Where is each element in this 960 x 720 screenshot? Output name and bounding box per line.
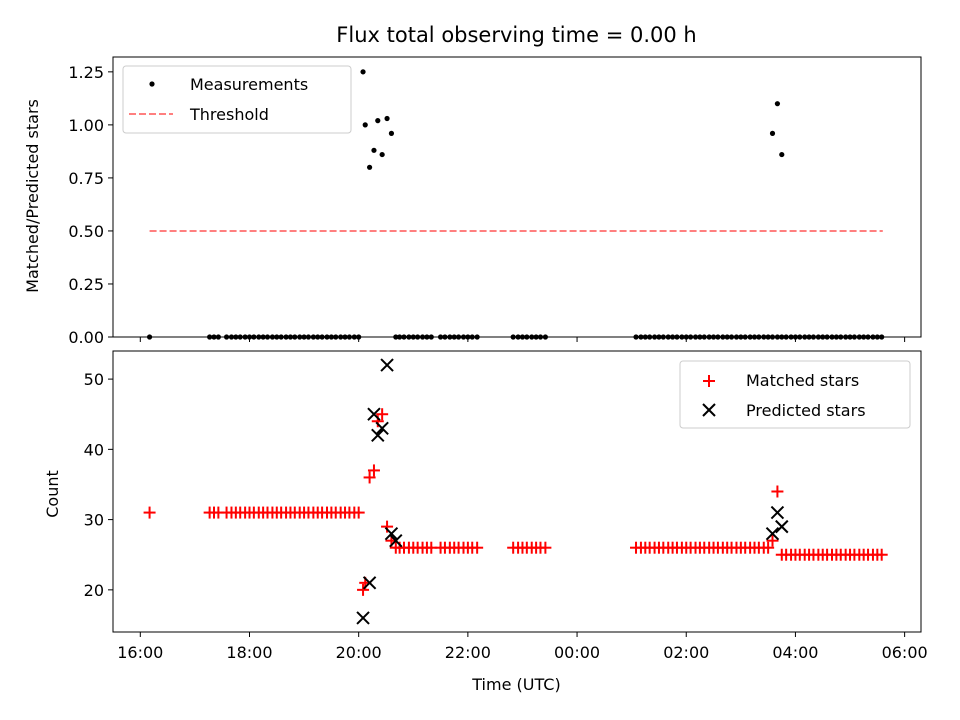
xtick-label: 04:00 bbox=[772, 643, 818, 662]
measurement-point bbox=[388, 130, 395, 136]
predicted-star-point bbox=[765, 526, 780, 541]
bottom-ticks: 20 30 40 50 16:00 18:00 20:00 22:00 00:00 02:00 04… bbox=[84, 370, 928, 662]
legend-threshold-label: Threshold bbox=[189, 105, 269, 124]
matched-star-point bbox=[471, 541, 484, 554]
legend-predicted-label: Predicted stars bbox=[746, 401, 866, 420]
measurement-point bbox=[362, 122, 368, 128]
top-axes-frame bbox=[112, 56, 922, 338]
bottom-panel: Count Time (UTC) 20 30 40 50 16:00 18:00 20:00… bbox=[43, 350, 928, 694]
top-ytick-label: 0.25 bbox=[68, 275, 104, 294]
predicted-star-point bbox=[362, 576, 377, 590]
measurement-point bbox=[375, 118, 381, 124]
measurement-point bbox=[360, 69, 366, 75]
measurement-point bbox=[366, 164, 373, 170]
bottom-axes-frame bbox=[112, 350, 922, 633]
measurement-point bbox=[379, 151, 385, 158]
predicted-star-point bbox=[367, 407, 381, 421]
top-legend: Measurements Threshold bbox=[122, 65, 352, 134]
matched-star-point bbox=[766, 534, 779, 547]
matched-star-point bbox=[367, 464, 380, 477]
top-ticks: 0.00 0.25 0.50 0.75 1.00 1.25 bbox=[68, 63, 906, 347]
top-panel: Flux total observing time = 0.00 h Match… bbox=[23, 23, 922, 347]
xtick-label: 06:00 bbox=[882, 643, 928, 662]
predicted-star-point bbox=[356, 611, 370, 625]
legend-predicted-marker bbox=[702, 403, 716, 417]
predicted-star-point bbox=[380, 358, 394, 372]
top-y-axis-label: Matched/Predicted stars bbox=[23, 99, 42, 293]
top-ytick-label: 1.00 bbox=[68, 116, 104, 135]
top-ytick-label: 0.50 bbox=[68, 222, 104, 241]
top-ytick-label: 1.25 bbox=[68, 63, 104, 82]
bottom-ytick-label: 50 bbox=[84, 370, 104, 389]
legend-measurements-label: Measurements bbox=[190, 75, 308, 94]
measurement-point bbox=[384, 115, 390, 122]
xtick-label: 00:00 bbox=[554, 643, 600, 662]
x-axis-label: Time (UTC) bbox=[471, 675, 560, 694]
top-ytick-label: 0.75 bbox=[68, 169, 104, 188]
predicted-star-point bbox=[384, 526, 399, 541]
matched-star-point bbox=[771, 485, 784, 498]
bottom-legend-box bbox=[679, 360, 911, 429]
matched-star-point bbox=[376, 408, 389, 421]
bottom-plot-area bbox=[143, 358, 888, 625]
predicted-star-point bbox=[775, 519, 789, 534]
bottom-y-axis-label: Count bbox=[43, 470, 62, 518]
measurement-point bbox=[769, 130, 776, 136]
matched-star-point bbox=[357, 583, 370, 596]
matched-star-point bbox=[875, 548, 888, 561]
predicted-star-point bbox=[375, 421, 389, 435]
matched-star-point bbox=[539, 541, 552, 554]
predicted-star-point bbox=[770, 505, 785, 520]
xtick-label: 18:00 bbox=[226, 643, 272, 662]
top-legend-box bbox=[122, 65, 352, 134]
matched-star-point bbox=[363, 471, 376, 484]
bottom-ytick-label: 20 bbox=[84, 581, 104, 600]
legend-matched-label: Matched stars bbox=[746, 371, 859, 390]
measurement-point bbox=[779, 151, 785, 158]
bottom-ytick-label: 40 bbox=[84, 440, 104, 459]
measurement-point bbox=[774, 101, 781, 107]
matched-star-point bbox=[762, 541, 775, 554]
predicted-star-point bbox=[371, 428, 385, 443]
matched-star-point bbox=[143, 506, 156, 519]
measurement-point bbox=[371, 147, 377, 153]
matched-star-point bbox=[352, 506, 365, 519]
xtick-label: 02:00 bbox=[663, 643, 709, 662]
legend-measurements-marker bbox=[149, 81, 155, 87]
predicted-star-point bbox=[389, 533, 403, 548]
bottom-legend: Matched stars Predicted stars bbox=[679, 360, 911, 429]
bottom-ytick-label: 30 bbox=[84, 511, 104, 530]
xtick-label: 20:00 bbox=[336, 643, 382, 662]
chart-title: Flux total observing time = 0.00 h bbox=[336, 23, 696, 47]
legend-matched-marker bbox=[703, 375, 715, 387]
top-ytick-label: 0.00 bbox=[68, 328, 104, 347]
xtick-label: 22:00 bbox=[445, 643, 491, 662]
xtick-label: 16:00 bbox=[117, 643, 163, 662]
